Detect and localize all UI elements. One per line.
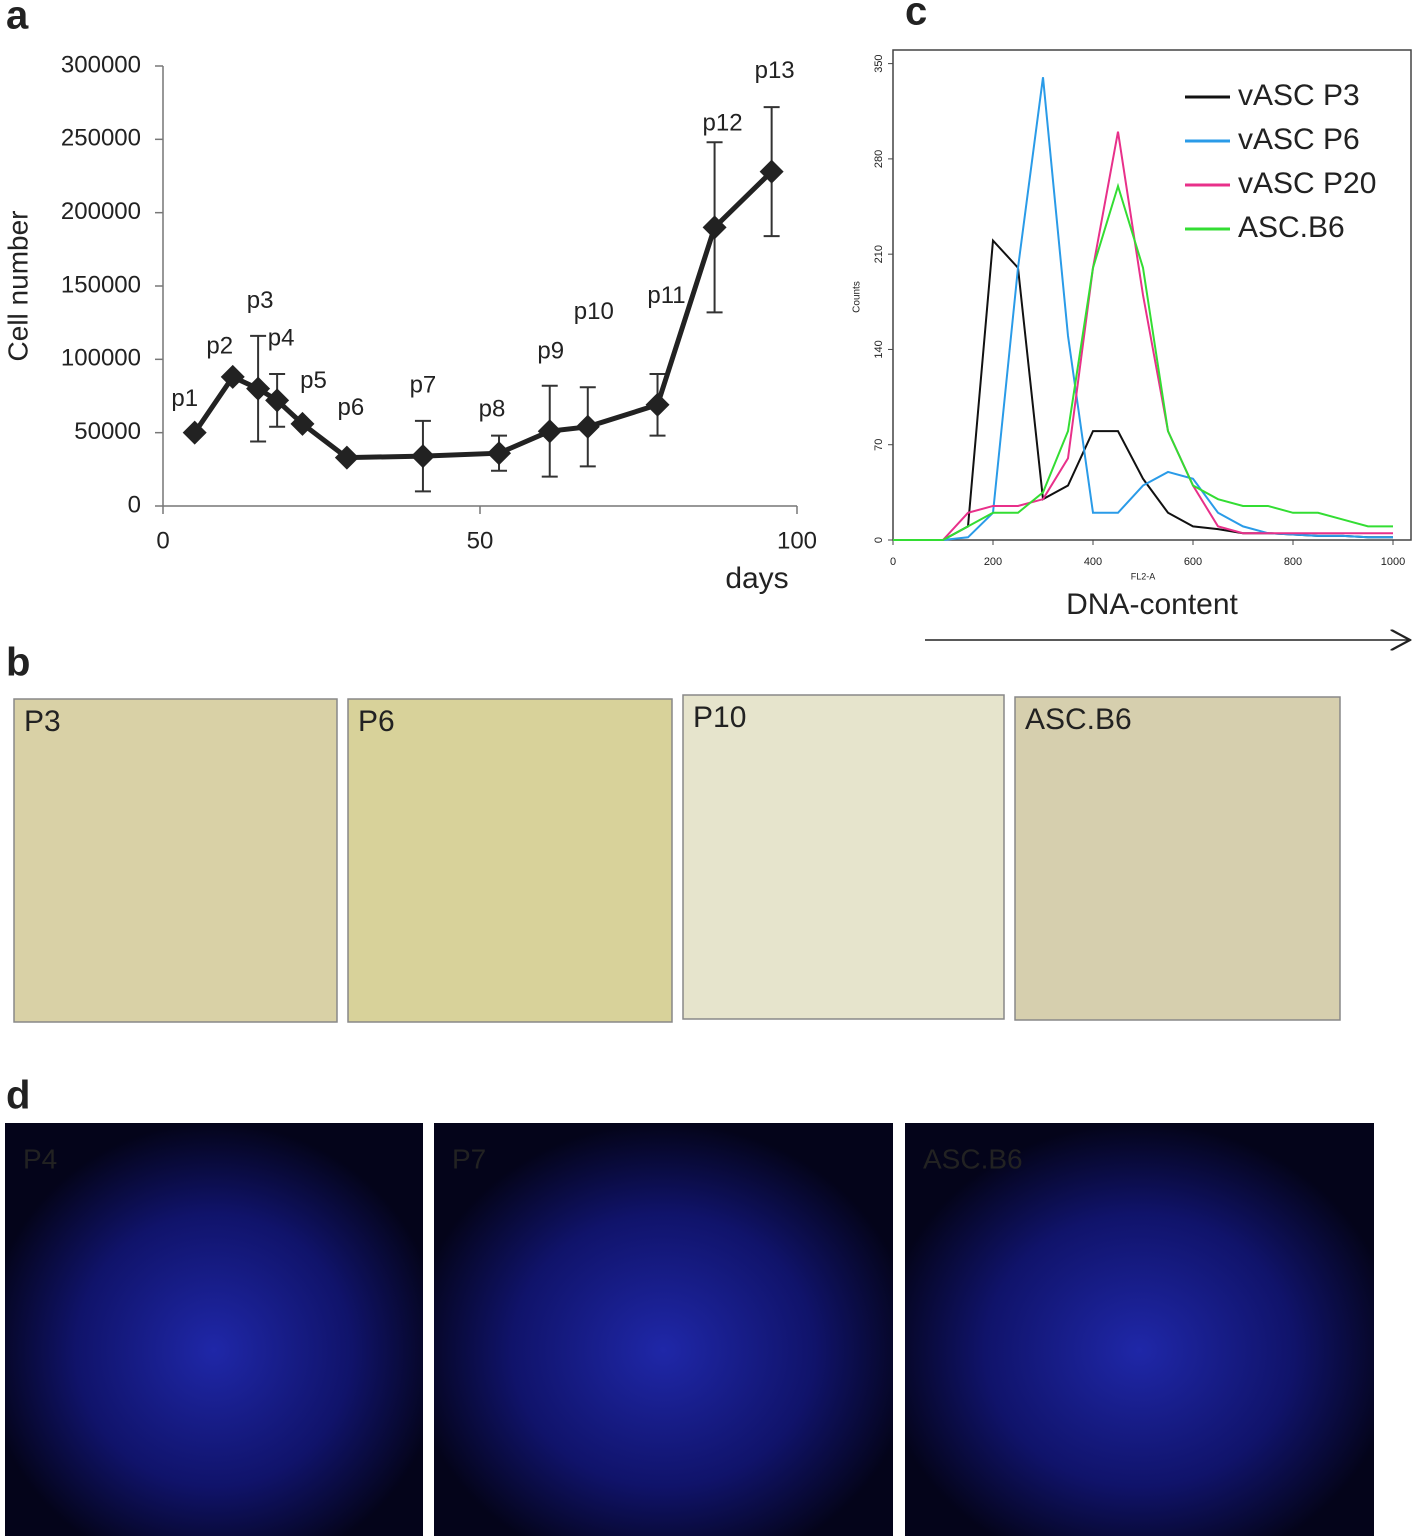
- x-axis-label: DNA-content: [1066, 588, 1238, 621]
- point-label: p7: [410, 371, 437, 398]
- x-tick-label: 0: [156, 527, 169, 554]
- panel-letter: a: [6, 0, 29, 38]
- y-tick-label: 150000: [61, 271, 141, 298]
- point-label: p8: [479, 396, 506, 423]
- marker: [759, 159, 784, 184]
- point-label: p4: [268, 325, 295, 352]
- legend-label: vASC P3: [1238, 79, 1360, 112]
- y-tick-label: 210: [873, 245, 885, 263]
- x-tick-label: 50: [467, 527, 494, 554]
- y-tick-label: 280: [873, 150, 885, 168]
- karyotype-image: [905, 1123, 1374, 1536]
- marker: [334, 445, 359, 470]
- point-label: p9: [537, 338, 564, 365]
- marker: [645, 392, 670, 417]
- point-label: p10: [574, 298, 614, 325]
- legend-label: ASC.B6: [1238, 211, 1345, 244]
- point-label: p1: [171, 385, 198, 412]
- point-label: p5: [300, 367, 327, 394]
- karyotype-image: [5, 1123, 423, 1536]
- marker: [575, 414, 600, 439]
- x-tick-label: 100: [777, 527, 817, 554]
- micrograph: [13, 698, 338, 1023]
- image-label: ASC.B6: [1025, 703, 1132, 736]
- x-tick-label: 800: [1284, 556, 1302, 568]
- legend-label: vASC P20: [1238, 167, 1376, 200]
- marker: [246, 376, 271, 401]
- x-tick-label: 400: [1084, 556, 1102, 568]
- x-tick-label: 0: [890, 556, 896, 568]
- y-axis-label: Counts: [852, 281, 863, 313]
- marker: [487, 441, 512, 466]
- y-tick-label: 350: [873, 54, 885, 72]
- x-tick-label: 200: [984, 556, 1002, 568]
- panel-letter: d: [6, 1074, 30, 1118]
- image-label: ASC.B6: [923, 1143, 1023, 1174]
- y-tick-label: 200000: [61, 198, 141, 225]
- y-tick-label: 0: [873, 537, 885, 543]
- image-label: P7: [452, 1143, 486, 1174]
- marker: [182, 420, 207, 445]
- panel-letter: b: [6, 641, 30, 685]
- image-label: P3: [24, 705, 61, 738]
- point-label: p13: [755, 57, 795, 84]
- marker: [410, 444, 435, 469]
- marker: [290, 411, 315, 436]
- point-label: p3: [247, 287, 274, 314]
- y-axis-label: Cell number: [2, 211, 33, 362]
- point-label: p6: [338, 394, 365, 421]
- panel-letter: c: [905, 0, 927, 34]
- histogram-line: [893, 238, 1393, 541]
- histogram-line: [893, 182, 1393, 541]
- image-label: P6: [358, 705, 395, 738]
- marker: [220, 364, 245, 389]
- y-tick-label: 50000: [74, 418, 141, 445]
- x-tick-label: 600: [1184, 556, 1202, 568]
- y-tick-label: 100000: [61, 345, 141, 372]
- micrograph: [1014, 696, 1341, 1021]
- marker: [265, 388, 290, 413]
- y-tick-label: 300000: [61, 51, 141, 78]
- y-tick-label: 140: [873, 340, 885, 358]
- marker: [702, 215, 727, 240]
- y-tick-label: 250000: [61, 125, 141, 152]
- micrograph: [682, 694, 1005, 1020]
- y-tick-label: 70: [873, 439, 885, 451]
- x-axis-label: days: [725, 562, 788, 595]
- x-axis-name: FL2-A: [1131, 571, 1156, 581]
- image-label: P10: [693, 701, 746, 734]
- y-tick-label: 0: [128, 491, 141, 518]
- image-label: P4: [23, 1143, 57, 1174]
- plot-frame: [892, 49, 1412, 541]
- x-tick-label: 1000: [1381, 556, 1405, 568]
- histogram-line: [893, 131, 1393, 541]
- karyotype-image: [434, 1123, 893, 1536]
- micrograph: [347, 698, 673, 1023]
- marker: [537, 419, 562, 444]
- legend-label: vASC P6: [1238, 123, 1360, 156]
- point-label: p2: [206, 332, 233, 359]
- point-label: p11: [647, 282, 685, 309]
- point-label: p12: [703, 110, 743, 137]
- histogram-line: [893, 77, 1393, 541]
